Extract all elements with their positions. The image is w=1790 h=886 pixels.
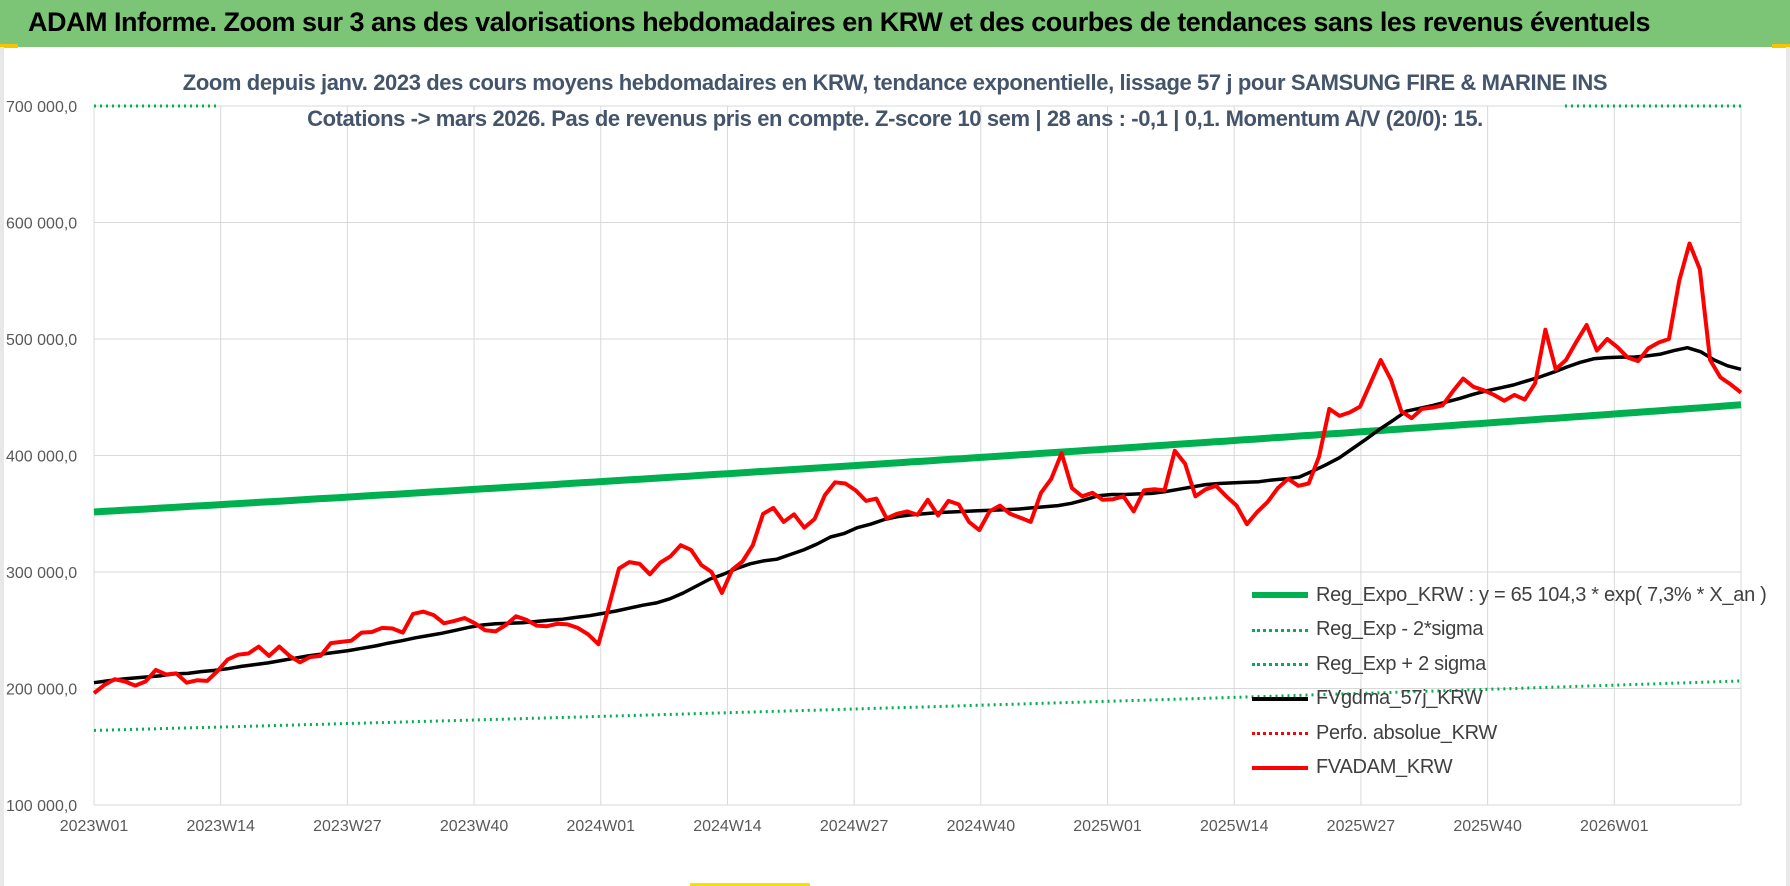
y-tick-label: 100 000,0 (6, 798, 77, 815)
legend-swatch (1252, 728, 1308, 738)
x-tick-label: 2023W01 (60, 818, 129, 835)
legend-item: Reg_Exp - 2*sigma (1252, 613, 1767, 648)
frame-right-border (1786, 47, 1790, 886)
x-tick-label: 2024W40 (947, 818, 1016, 835)
x-tick-label: 2025W27 (1327, 818, 1396, 835)
x-tick-label: 2023W27 (313, 818, 382, 835)
legend-label: Reg_Exp + 2 sigma (1316, 652, 1486, 675)
legend-item: Perfo. absolue_KRW (1252, 716, 1767, 751)
x-tick-label: 2024W01 (567, 818, 636, 835)
legend-swatch (1252, 659, 1308, 669)
legend-label: Reg_Expo_KRW : y = 65 104,3 * exp( 7,3% … (1316, 583, 1767, 606)
chart-series (92, 104, 1743, 732)
x-tick-label: 2023W14 (186, 818, 255, 835)
x-tick-label: 2025W40 (1453, 818, 1522, 835)
chart-title: Zoom depuis janv. 2023 des cours moyens … (182, 70, 1608, 95)
chart-gridlines (93, 105, 1742, 806)
report-title: ADAM Informe. Zoom sur 3 ans des valoris… (28, 7, 1651, 37)
legend-swatch (1252, 763, 1308, 773)
x-tick-label: 2024W14 (693, 818, 762, 835)
x-tick-label: 2024W27 (820, 818, 889, 835)
series-reg-exp-minus-2sigma (93, 679, 1742, 732)
y-tick-label: 600 000,0 (6, 216, 77, 233)
legend-label: Perfo. absolue_KRW (1316, 721, 1497, 744)
y-tick-label: 500 000,0 (6, 332, 77, 349)
legend-item: Reg_Exp + 2 sigma (1252, 647, 1767, 682)
x-axis-ticks: 2023W01 2023W14 2023W27 2023W40 2024W01 2024W… (60, 818, 1649, 835)
legend-label: FVADAM_KRW (1316, 756, 1453, 779)
frame-bottom-accent (690, 883, 810, 886)
legend-swatch (1252, 590, 1308, 600)
legend-item: Reg_Expo_KRW : y = 65 104,3 * exp( 7,3% … (1252, 578, 1767, 613)
report-header: ADAM Informe. Zoom sur 3 ans des valoris… (0, 0, 1790, 47)
y-tick-label: 400 000,0 (6, 449, 77, 466)
x-tick-label: 2025W01 (1073, 818, 1142, 835)
y-tick-label: 200 000,0 (6, 682, 77, 699)
y-axis-ticks: 100 000,0 200 000,0 300 000,0 400 000,0 500 … (6, 99, 77, 815)
chart-subtitle: Cotations -> mars 2026. Pas de revenus p… (307, 106, 1483, 131)
legend-label: Reg_Exp - 2*sigma (1316, 618, 1484, 641)
y-tick-label: 700 000,0 (6, 99, 77, 116)
chart-legend: Reg_Expo_KRW : y = 65 104,3 * exp( 7,3% … (1252, 578, 1767, 785)
frame-left-border (0, 47, 4, 886)
y-tick-label: 300 000,0 (6, 565, 77, 582)
x-tick-label: 2026W01 (1580, 818, 1649, 835)
legend-label: FVgdma_57j_KRW (1316, 687, 1483, 710)
header-accent-right (1772, 44, 1790, 48)
series-reg-expo (93, 401, 1742, 516)
legend-swatch (1252, 694, 1308, 704)
legend-swatch (1252, 625, 1308, 635)
series-fvadam (92, 241, 1743, 695)
legend-item: FVgdma_57j_KRW (1252, 682, 1767, 717)
header-accent-left (0, 44, 18, 48)
x-tick-label: 2023W40 (440, 818, 509, 835)
x-tick-label: 2025W14 (1200, 818, 1269, 835)
legend-item: FVADAM_KRW (1252, 751, 1767, 786)
